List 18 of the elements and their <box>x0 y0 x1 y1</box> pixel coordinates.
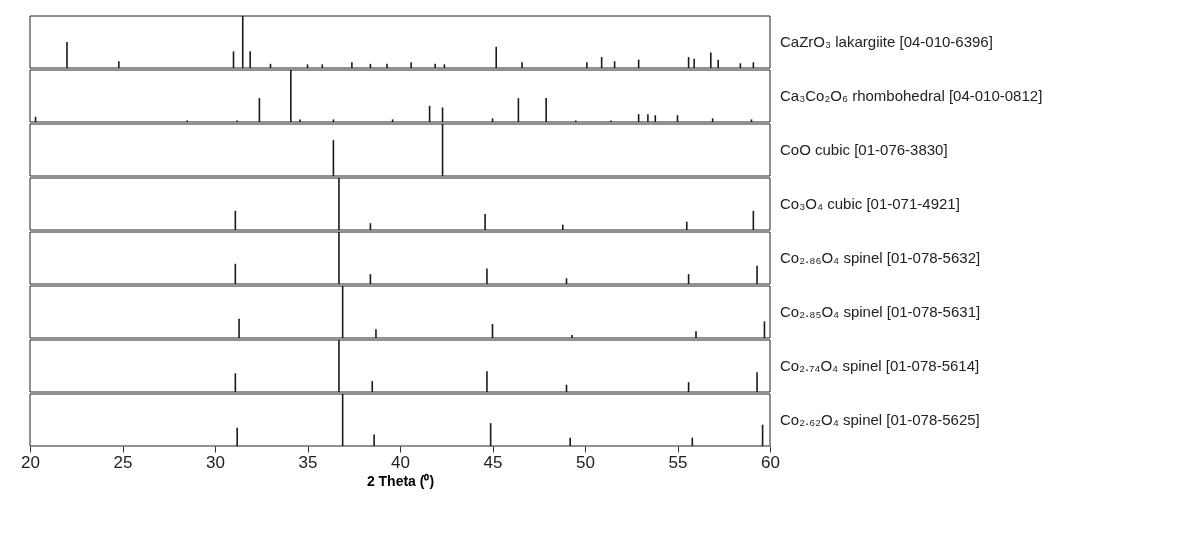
series-label: Co₂.₈₅O₄ spinel [01-078-5631] <box>780 303 981 320</box>
text: Ca₃Co₂O₆ rhombohedral [04-010-0812] <box>780 87 1043 104</box>
text: CoO cubic [01-076-3830] <box>780 141 948 158</box>
x-tick-label: 45 <box>483 452 503 472</box>
x-tick-label: 50 <box>576 452 595 472</box>
x-tick-label: 20 <box>21 452 40 472</box>
series-label: Co₂.₈₆O₄ spinel [01-078-5632] <box>780 249 981 266</box>
x-tick-label: 35 <box>298 452 318 472</box>
x-tick-label: 55 <box>668 452 688 472</box>
series-label: Co₃O₄ cubic [01-071-4921] <box>780 195 960 212</box>
x-axis-title: 2 Theta (⁰) <box>366 472 435 489</box>
x-tick-label: 30 <box>206 452 225 472</box>
x-tick-label: 25 <box>113 452 133 472</box>
series-label: Co₂.₇₄O₄ spinel [01-078-5614] <box>780 357 980 374</box>
x-tick-label: 40 <box>391 452 410 472</box>
x-tick-label: 60 <box>761 452 780 472</box>
series-label: Co₂.₆₂O₄ spinel [01-078-5625] <box>780 411 980 428</box>
series-label: CaZrO₃ lakargiite [04-010-6396] <box>780 33 993 50</box>
